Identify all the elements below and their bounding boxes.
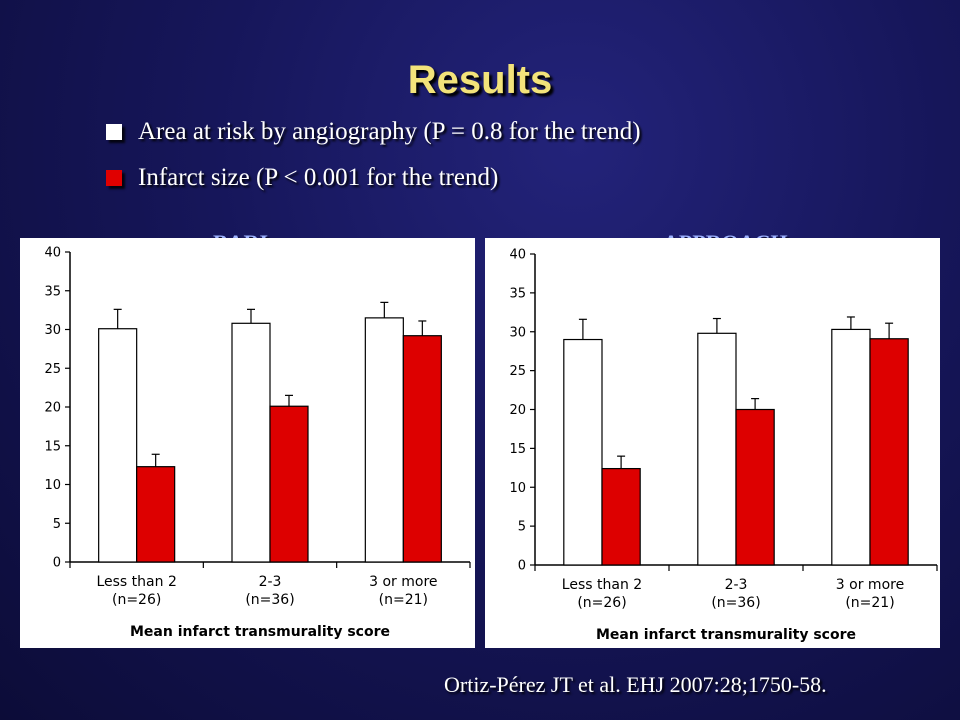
legend-swatch-white xyxy=(106,124,122,140)
y-tick-label: 40 xyxy=(509,248,526,263)
x-tick-label: Less than 2 xyxy=(562,577,642,593)
y-tick-label: 15 xyxy=(509,442,526,457)
y-tick-label: 35 xyxy=(44,284,61,299)
bar xyxy=(364,317,404,563)
y-tick-label: 20 xyxy=(509,403,526,418)
x-tick-label: 3 or more xyxy=(836,577,904,593)
bar xyxy=(869,338,909,566)
x-axis-label: Mean infarct transmurality score xyxy=(130,624,390,640)
x-tick-label: (n=36) xyxy=(711,595,760,611)
bar xyxy=(269,405,309,563)
x-tick-label: (n=26) xyxy=(112,592,161,608)
y-tick-label: 30 xyxy=(44,323,61,338)
x-tick-label: (n=36) xyxy=(245,592,294,608)
bar xyxy=(831,328,871,566)
x-axis-label: Mean infarct transmurality score xyxy=(596,627,856,643)
y-tick-label: 20 xyxy=(44,401,61,416)
legend-swatch-red xyxy=(106,170,122,186)
x-tick-label: Less than 2 xyxy=(96,574,176,590)
bar xyxy=(136,466,176,563)
bar xyxy=(563,338,603,566)
y-tick-label: 25 xyxy=(44,362,61,377)
chart-approach: 0 5 10 15 20 25 30 35 40 Less than 2 (n=26) 2-3 (n=3… xyxy=(485,238,940,648)
y-tick-label: 10 xyxy=(44,478,61,493)
citation: Ortiz-Pérez JT et al. EHJ 2007:28;1750-5… xyxy=(444,672,827,697)
y-tick-label: 5 xyxy=(518,520,526,535)
y-tick-label: 0 xyxy=(53,556,61,571)
y-tick-label: 30 xyxy=(509,325,526,340)
x-tick-label: (n=26) xyxy=(577,595,626,611)
x-tick-label: (n=21) xyxy=(845,595,894,611)
y-tick-label: 5 xyxy=(53,517,61,532)
slide-title: Results xyxy=(407,58,553,102)
bar xyxy=(98,328,138,563)
y-tick-label: 15 xyxy=(44,439,61,454)
bar xyxy=(402,335,442,563)
y-tick-label: 25 xyxy=(509,364,526,379)
chart-bari: 0 5 10 15 20 25 30 35 40 Less than 2 (n=26) 2-3 (n=3… xyxy=(20,238,475,648)
legend-label-area-at-risk: Area at risk by angiography (P = 0.8 for… xyxy=(138,118,641,145)
x-tick-label: 2-3 xyxy=(259,574,282,590)
y-tick-label: 10 xyxy=(509,481,526,496)
x-tick-label: 2-3 xyxy=(725,577,748,593)
bar xyxy=(601,467,641,566)
bar xyxy=(735,408,775,566)
y-tick-label: 0 xyxy=(518,559,526,574)
y-tick-label: 40 xyxy=(44,246,61,261)
x-tick-label: 3 or more xyxy=(369,574,437,590)
bar xyxy=(697,332,737,566)
bar xyxy=(231,322,271,563)
y-tick-label: 35 xyxy=(509,286,526,301)
legend-label-infarct-size: Infarct size (P < 0.001 for the trend) xyxy=(138,164,499,191)
x-tick-label: (n=21) xyxy=(379,592,428,608)
